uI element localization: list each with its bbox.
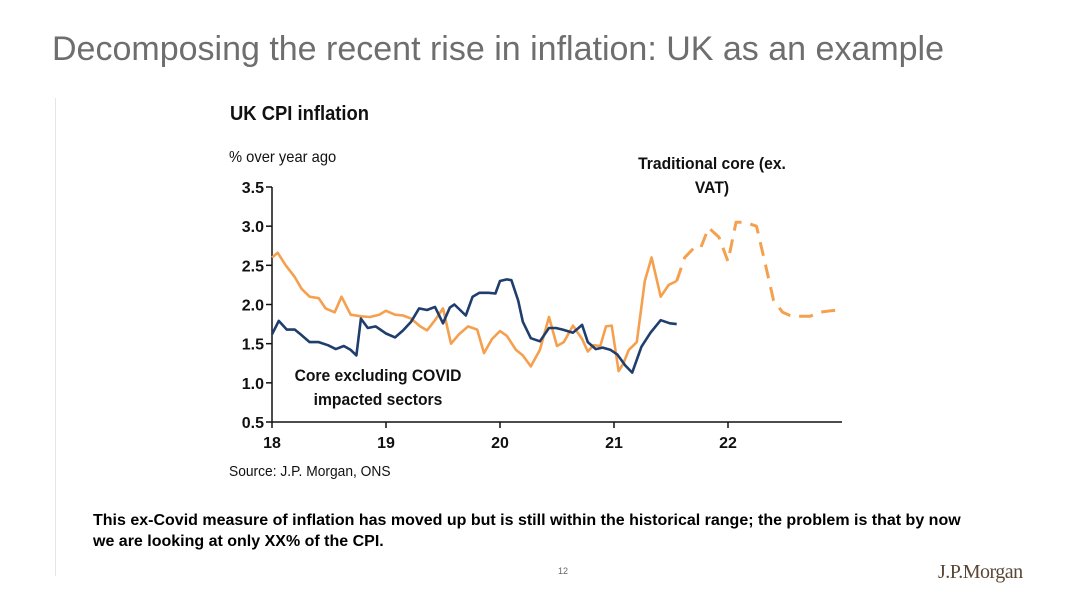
chart-source: Source: J.P. Morgan, ONS	[229, 463, 391, 480]
series-line-traditional-core-ex-vat	[271, 251, 678, 373]
y-tick-label: 3.5	[242, 180, 264, 197]
x-tick-label: 21	[605, 435, 623, 452]
series-line-core-excluding-covid-impacted-sectors	[270, 278, 677, 374]
y-tick-label: 1.0	[242, 376, 264, 393]
x-tick-label: 22	[719, 435, 737, 452]
x-tick-label: 19	[377, 435, 395, 452]
y-tick-label: 2.0	[242, 298, 264, 315]
y-tick-label: 2.5	[242, 258, 264, 275]
y-tick-label: 3.0	[242, 219, 264, 236]
x-tick-label: 18	[263, 435, 281, 452]
slide-title: Decomposing the recent rise in inflation…	[52, 30, 945, 68]
series-line-traditional-core-ex-vat-forecast	[675, 220, 839, 318]
divider	[55, 98, 56, 576]
y-axis-unit-label: % over year ago	[229, 149, 337, 166]
x-tick-label: 20	[491, 435, 509, 452]
jpmorgan-logo: J.P.Morgan	[938, 561, 1023, 583]
series-annotation-traditional-core: Traditional core (ex. VAT)	[638, 154, 786, 197]
page-number: 12	[558, 566, 569, 576]
y-tick-label: 1.5	[242, 337, 264, 354]
series-annotation-core-ex-covid: Core excluding COVID impacted sectors	[294, 366, 462, 409]
slide-caption: This ex-Covid measure of inflation has m…	[93, 512, 961, 550]
chart-title: UK CPI inflation	[230, 103, 370, 125]
y-tick-label: 0.5	[242, 415, 264, 432]
